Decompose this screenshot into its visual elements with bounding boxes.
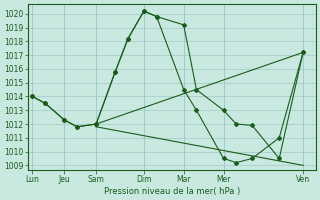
X-axis label: Pression niveau de la mer( hPa ): Pression niveau de la mer( hPa ) [104,187,240,196]
